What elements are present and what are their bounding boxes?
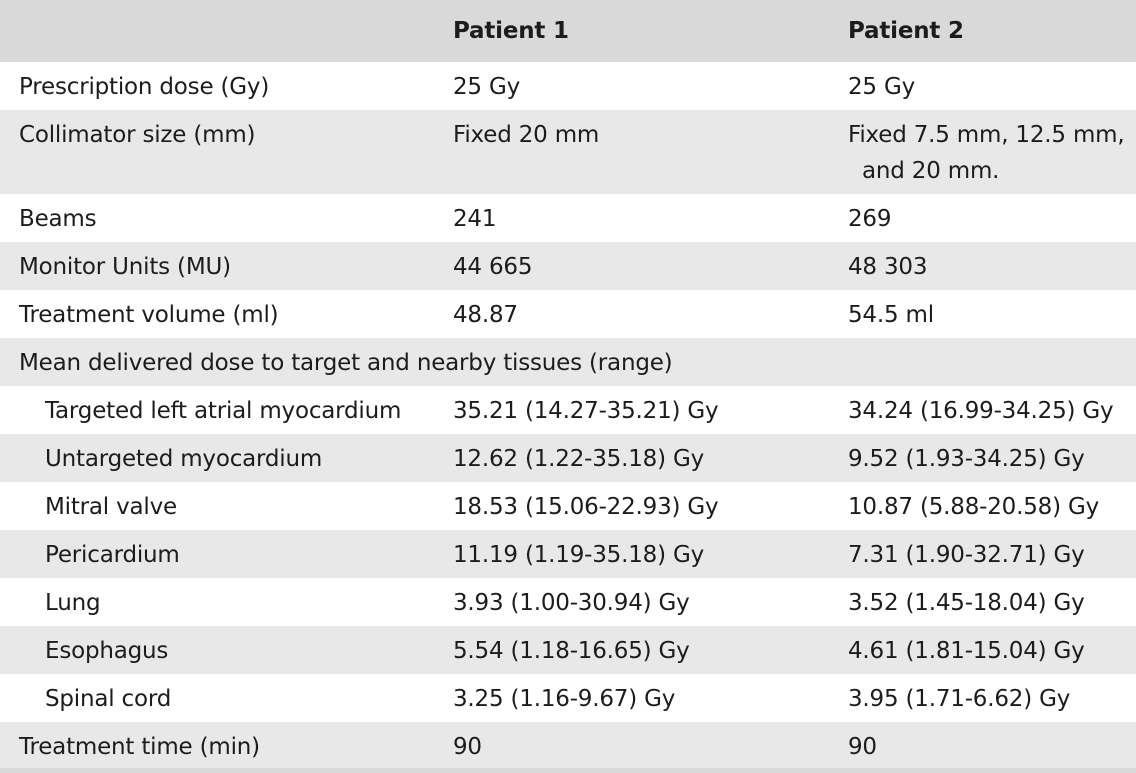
patient-1-value: 5.54 (1.18-16.65) Gy — [453, 638, 690, 664]
table-row-esophagus: Esophagus 5.54 (1.18-16.65) Gy 4.61 (1.8… — [0, 626, 1136, 674]
patient-1-value: 44 665 — [453, 254, 533, 280]
table-row-untargeted-myocardium: Untargeted myocardium 12.62 (1.22-35.18)… — [0, 434, 1136, 482]
table-row-spinal-cord: Spinal cord 3.25 (1.16-9.67) Gy 3.95 (1.… — [0, 674, 1136, 722]
patient-1-value: 3.25 (1.16-9.67) Gy — [453, 686, 676, 712]
table-row-treatment-time: Treatment time (min) 90 90 — [0, 722, 1136, 768]
patient-1-value: 3.93 (1.00-30.94) Gy — [453, 590, 690, 616]
patient-1-value: 35.21 (14.27-35.21) Gy — [453, 398, 719, 424]
table-section-mean-dose: Mean delivered dose to target and nearby… — [0, 338, 1136, 386]
patient-2-value: 90 — [848, 734, 877, 760]
table-row-prescription-dose: Prescription dose (Gy) 25 Gy 25 Gy — [0, 62, 1136, 110]
patient-1-value: 11.19 (1.19-35.18) Gy — [453, 542, 705, 568]
row-label: Treatment volume (ml) — [19, 302, 279, 328]
row-label: Collimator size (mm) — [19, 122, 256, 148]
row-label: Mitral valve — [45, 494, 177, 520]
table-row-mitral-valve: Mitral valve 18.53 (15.06-22.93) Gy 10.8… — [0, 482, 1136, 530]
patient-2-value: 4.61 (1.81-15.04) Gy — [848, 638, 1085, 664]
table-row-collimator-size: Collimator size (mm) Fixed 20 mm Fixed 7… — [0, 110, 1136, 194]
table-row-treatment-volume: Treatment volume (ml) 48.87 54.5 ml — [0, 290, 1136, 338]
table-row-pericardium: Pericardium 11.19 (1.19-35.18) Gy 7.31 (… — [0, 530, 1136, 578]
row-label: Beams — [19, 206, 97, 232]
patient-1-value: 18.53 (15.06-22.93) Gy — [453, 494, 719, 520]
patient-1-value: 12.62 (1.22-35.18) Gy — [453, 446, 705, 472]
patient-2-value-line-2: and 20 mm. — [862, 158, 1000, 184]
patient-2-value: 3.52 (1.45-18.04) Gy — [848, 590, 1085, 616]
header-patient-1: Patient 1 — [453, 18, 569, 44]
table-bottom-rule — [0, 768, 1136, 773]
patient-2-value: 25 Gy — [848, 74, 916, 100]
patient-2-value: 34.24 (16.99-34.25) Gy — [848, 398, 1114, 424]
patient-2-value: 54.5 ml — [848, 302, 934, 328]
table-row-beams: Beams 241 269 — [0, 194, 1136, 242]
patient-2-value: 10.87 (5.88-20.58) Gy — [848, 494, 1100, 520]
row-label: Treatment time (min) — [19, 734, 260, 760]
patient-1-value: 48.87 — [453, 302, 518, 328]
patient-2-value: 7.31 (1.90-32.71) Gy — [848, 542, 1085, 568]
patient-2-value: Fixed 7.5 mm, 12.5 mm, and 20 mm. — [848, 117, 1133, 189]
table-row-targeted-left-atrial: Targeted left atrial myocardium 35.21 (1… — [0, 386, 1136, 434]
header-patient-2: Patient 2 — [848, 18, 964, 44]
table-row-lung: Lung 3.93 (1.00-30.94) Gy 3.52 (1.45-18.… — [0, 578, 1136, 626]
patient-1-value: 25 Gy — [453, 74, 521, 100]
row-label: Esophagus — [45, 638, 169, 664]
patient-2-value: 48 303 — [848, 254, 928, 280]
patient-2-value: 3.95 (1.71-6.62) Gy — [848, 686, 1071, 712]
patient-1-value: 90 — [453, 734, 482, 760]
patient-2-value: 269 — [848, 206, 892, 232]
table-header-row: Patient 1 Patient 2 — [0, 0, 1136, 62]
row-label: Monitor Units (MU) — [19, 254, 231, 280]
row-label: Pericardium — [45, 542, 180, 568]
patient-1-value: 241 — [453, 206, 497, 232]
row-label: Spinal cord — [45, 686, 172, 712]
row-label: Lung — [45, 590, 101, 616]
section-label: Mean delivered dose to target and nearby… — [19, 350, 673, 376]
patient-2-value-line-1: Fixed 7.5 mm, 12.5 mm, — [848, 122, 1125, 148]
row-label: Untargeted myocardium — [45, 446, 323, 472]
row-label: Targeted left atrial myocardium — [45, 398, 402, 424]
row-label: Prescription dose (Gy) — [19, 74, 270, 100]
patient-1-value: Fixed 20 mm — [453, 122, 600, 148]
patient-2-value: 9.52 (1.93-34.25) Gy — [848, 446, 1085, 472]
table-row-monitor-units: Monitor Units (MU) 44 665 48 303 — [0, 242, 1136, 290]
